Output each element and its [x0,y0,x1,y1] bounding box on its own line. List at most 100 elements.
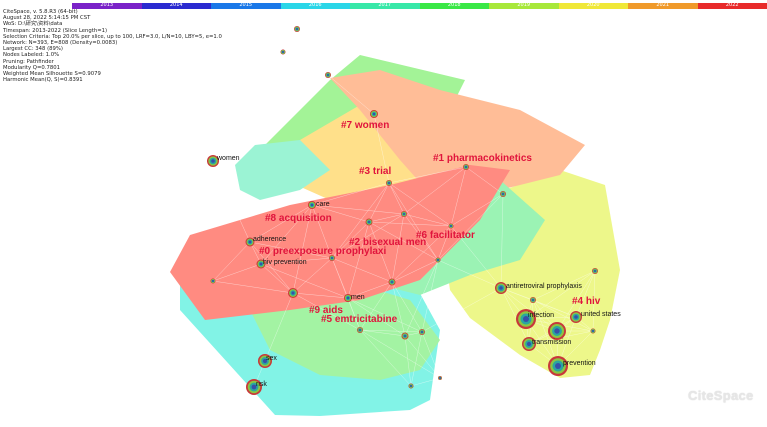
keyword-node-adherence[interactable] [245,237,255,247]
cluster-label-3[interactable]: #3 trial [359,166,392,177]
co-occurrence-link [212,241,251,282]
keyword-node[interactable] [388,278,396,286]
node-label-adherence[interactable]: adherence [253,236,287,243]
co-occurrence-link [249,204,313,243]
co-occurrence-link [465,166,504,195]
keyword-node[interactable] [386,180,392,186]
node-label-care[interactable]: care [316,201,330,208]
node-ring [555,363,561,369]
node-label-united-states[interactable]: united states [581,311,621,318]
co-occurrence-link [404,335,441,379]
timeline-year-label: 2020 [586,2,600,8]
node-ring [248,240,252,244]
keyword-node[interactable] [448,223,454,229]
keyword-node[interactable] [210,278,216,284]
cluster-label-6[interactable]: #6 facilitator [416,230,475,241]
node-label-antiretroviral-prophylaxis[interactable]: antiretroviral prophylaxis [506,283,582,290]
co-occurrence-link [391,281,406,337]
co-occurrence-link [359,329,412,387]
keyword-node[interactable] [329,255,335,261]
node-label-women[interactable]: women [217,155,240,162]
keyword-node[interactable] [419,329,425,335]
keyword-node[interactable] [357,327,363,333]
node-label-sex[interactable]: sex [266,355,277,362]
cluster-label-2[interactable]: #2 bisexual men [349,237,427,248]
timeline-year-2016: 2016 [280,2,350,9]
co-occurrence-link [410,331,423,387]
co-occurrence-link [403,213,452,227]
co-occurrence-link [556,270,596,332]
keyword-node[interactable] [401,332,409,340]
cluster-label-0[interactable]: #0 preexposure prophylaxi [259,246,387,257]
timeline-year-label: 2016 [308,2,322,8]
timeline-year-label: 2015 [239,2,253,8]
keyword-node-care[interactable] [308,201,316,209]
node-ring [592,330,594,332]
keyword-node[interactable] [530,297,536,303]
keyword-node-infection[interactable] [516,309,536,329]
keyword-node[interactable] [294,26,300,32]
keyword-node[interactable] [463,164,469,170]
cluster-label-8[interactable]: #8 acquisition [265,213,332,224]
keyword-node[interactable] [280,49,286,55]
node-label-prevention[interactable]: prevention [563,360,596,367]
keyword-node[interactable] [500,191,506,197]
node-ring [594,270,596,272]
co-occurrence-link [437,225,452,261]
node-ring [421,331,423,333]
keyword-node-united-states[interactable] [570,311,582,323]
node-label-risk[interactable]: risk [256,381,267,388]
co-occurrence-link [421,259,439,333]
co-occurrence-link [421,287,502,333]
node-label-infection[interactable]: infection [528,312,555,319]
node-ring [211,159,215,163]
cluster-label-5[interactable]: #5 emtricitabine [321,314,398,325]
keyword-node[interactable] [325,72,331,78]
keyword-node-prevention[interactable] [548,356,568,376]
keyword-node[interactable] [408,383,414,389]
co-occurrence-link [450,225,502,289]
keyword-node-antiretroviral-prophylaxis[interactable] [495,282,507,294]
meta-line: CiteSpace, v. 5.8.R3 (64-bit) [3,9,78,15]
keyword-node-men-2[interactable] [548,322,566,340]
co-occurrence-link [437,193,504,261]
co-occurrence-link [327,74,375,115]
node-label-men[interactable]: men [351,294,365,301]
keyword-node[interactable] [590,328,596,334]
keyword-node-sex[interactable] [258,354,272,368]
co-occurrence-link [331,213,405,259]
cluster-label-1[interactable]: #1 pharmacokinetics [433,153,532,164]
keyword-node[interactable] [438,376,442,380]
cluster-label-7[interactable]: #7 women [341,120,390,131]
keyword-node-women[interactable] [207,155,219,167]
keyword-node[interactable] [435,257,441,263]
co-occurrence-link [264,292,294,362]
co-occurrence-link [388,182,405,215]
co-occurrence-link [292,204,313,294]
node-ring [282,51,284,53]
co-occurrence-link [331,257,393,283]
co-occurrence-link [331,182,390,259]
co-occurrence-link [575,270,596,318]
keyword-node[interactable] [365,218,373,226]
co-occurrence-link [403,213,439,261]
keyword-node-men[interactable] [344,294,352,302]
keyword-node[interactable] [288,288,298,298]
keyword-node[interactable] [401,211,407,217]
keyword-node-transmission[interactable] [522,337,536,351]
co-occurrence-link [292,292,361,331]
keyword-node-risk[interactable] [246,379,262,395]
node-ring [437,259,439,261]
keyword-node[interactable] [370,110,378,118]
cluster-label-4[interactable]: #4 hiv [572,296,601,307]
keyword-node-hiv-prevention[interactable] [256,259,266,269]
meta-line: Weighted Mean Silhouette S=0.9079 [3,71,101,78]
node-label-transmission[interactable]: transmission [532,339,572,346]
cluster-label-9[interactable]: #9 aids [309,305,343,316]
keyword-node[interactable] [592,268,598,274]
node-label-hiv-prevention[interactable]: hiv prevention [263,259,307,266]
timeline-color-bar: 2013 2014 2015 2016 2017 2018 2019 2020 2021 2022 [72,2,767,9]
timeline-year-label: 2013 [100,2,114,8]
co-occurrence-link [249,241,333,259]
